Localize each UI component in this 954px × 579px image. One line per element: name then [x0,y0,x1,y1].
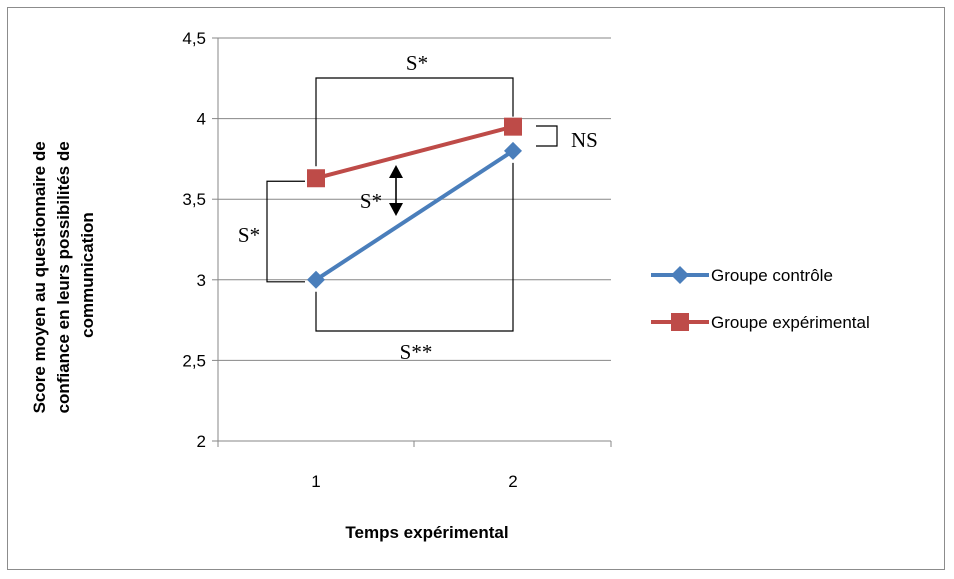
data-point-square [307,169,325,188]
legend-marker-square [671,313,689,331]
x-axis-title: Temps expérimental [345,523,508,542]
y-tick-label: 3 [197,271,206,290]
axes [212,37,612,447]
series-line-1 [315,124,514,181]
y-tick-label: 3,5 [182,190,206,209]
legend-label: Groupe contrôle [711,266,833,285]
chart-frame [7,7,945,570]
double-arrow-head-up [389,165,403,178]
y-axis-title-line-2: confiance en leurs possibilités de [54,141,73,413]
right-bracket-label: NS [571,128,598,152]
left-bracket [266,180,305,283]
data-point-diamond [307,270,325,289]
right-bracket [536,125,558,147]
y-tick-label: 4 [197,110,206,129]
y-tick-label: 4,5 [182,29,206,48]
significance-brackets: S* S** S* S* NS [238,51,598,364]
top-bracket-label: S* [406,51,428,75]
double-arrow-head-down [389,203,403,216]
data-point-square [504,117,522,136]
left-bracket-label: S* [238,223,260,247]
legend-label: Groupe expérimental [711,313,870,332]
y-tick-label: 2,5 [182,351,206,370]
series-lines [307,117,522,289]
bottom-bracket-label: S** [400,340,433,364]
gridlines [218,37,611,361]
y-axis-title-line-3: communication [78,212,97,338]
y-tick-label: 2 [197,432,206,451]
y-tick-labels: 2 2,5 3 3,5 4 4,5 [182,29,206,451]
legend-marker-diamond [671,266,689,284]
x-tick-label: 1 [311,472,320,491]
bottom-bracket [315,162,514,332]
y-axis-title: Score moyen au questionnaire de confianc… [30,137,97,414]
legend: Groupe contrôle Groupe expérimental [651,266,870,332]
arrow-label: S* [360,189,382,213]
x-tick-label: 2 [508,472,517,491]
data-point-diamond [504,141,522,160]
y-axis-title-line-1: Score moyen au questionnaire de [30,141,49,413]
series-line-0 [314,149,515,282]
top-bracket [315,77,514,167]
